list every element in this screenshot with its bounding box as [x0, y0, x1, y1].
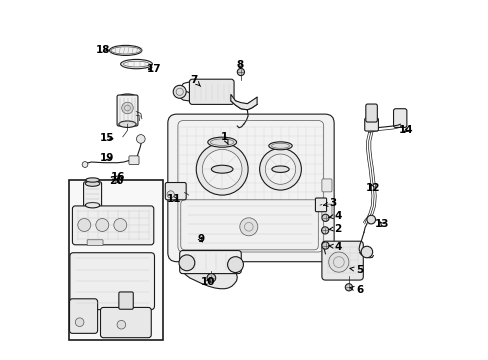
Text: 16: 16: [110, 172, 125, 182]
FancyBboxPatch shape: [364, 118, 378, 131]
Ellipse shape: [268, 142, 292, 150]
Polygon shape: [180, 255, 237, 289]
FancyBboxPatch shape: [129, 156, 139, 165]
Text: 20: 20: [109, 176, 123, 186]
Bar: [70, 181, 162, 339]
Circle shape: [239, 218, 257, 236]
FancyBboxPatch shape: [117, 95, 138, 126]
FancyBboxPatch shape: [181, 200, 318, 250]
Circle shape: [321, 214, 328, 221]
Circle shape: [196, 143, 247, 195]
Circle shape: [259, 148, 301, 190]
Text: 4: 4: [328, 211, 341, 221]
Text: 12: 12: [365, 183, 379, 193]
Circle shape: [173, 85, 186, 98]
FancyBboxPatch shape: [365, 104, 377, 122]
FancyBboxPatch shape: [70, 253, 154, 310]
Ellipse shape: [119, 121, 136, 127]
Circle shape: [265, 154, 295, 184]
Ellipse shape: [211, 165, 232, 173]
Circle shape: [328, 252, 348, 272]
FancyBboxPatch shape: [87, 240, 103, 246]
Ellipse shape: [271, 166, 288, 172]
FancyBboxPatch shape: [167, 114, 333, 262]
Ellipse shape: [85, 178, 99, 182]
Text: 11: 11: [167, 194, 181, 204]
Text: 10: 10: [201, 276, 215, 287]
Circle shape: [82, 162, 88, 167]
Circle shape: [167, 191, 174, 198]
Text: 14: 14: [398, 125, 413, 135]
Text: 6: 6: [349, 285, 363, 295]
FancyBboxPatch shape: [321, 241, 363, 280]
FancyBboxPatch shape: [315, 198, 326, 212]
FancyBboxPatch shape: [393, 109, 406, 127]
FancyBboxPatch shape: [165, 183, 186, 200]
Ellipse shape: [119, 94, 136, 100]
Polygon shape: [178, 89, 230, 104]
Text: 9: 9: [197, 234, 203, 244]
Text: 8: 8: [236, 60, 243, 70]
Circle shape: [227, 257, 243, 273]
Circle shape: [366, 215, 375, 224]
Text: 18: 18: [96, 45, 110, 55]
Text: 13: 13: [374, 219, 388, 229]
Text: 19: 19: [100, 153, 114, 163]
Circle shape: [321, 227, 328, 234]
FancyBboxPatch shape: [321, 179, 331, 192]
Circle shape: [96, 219, 108, 231]
Text: 4: 4: [328, 242, 341, 252]
Text: 1: 1: [221, 132, 228, 145]
FancyBboxPatch shape: [189, 79, 234, 104]
Circle shape: [237, 68, 244, 76]
FancyBboxPatch shape: [119, 292, 133, 309]
Circle shape: [202, 149, 242, 189]
Ellipse shape: [207, 137, 236, 147]
Circle shape: [345, 284, 352, 291]
FancyBboxPatch shape: [321, 204, 331, 217]
Ellipse shape: [121, 59, 152, 69]
Ellipse shape: [85, 202, 100, 208]
Circle shape: [321, 242, 328, 249]
Circle shape: [122, 102, 133, 114]
Circle shape: [75, 318, 84, 327]
Circle shape: [78, 219, 91, 231]
Polygon shape: [230, 94, 257, 110]
Text: 2: 2: [328, 224, 341, 234]
Text: 15: 15: [100, 132, 114, 143]
Circle shape: [361, 246, 372, 258]
Text: 5: 5: [349, 265, 363, 275]
FancyBboxPatch shape: [83, 182, 102, 207]
FancyBboxPatch shape: [101, 307, 151, 338]
Circle shape: [206, 274, 215, 282]
FancyBboxPatch shape: [179, 251, 241, 274]
Bar: [69, 180, 163, 340]
Text: 3: 3: [323, 198, 336, 208]
Text: 7: 7: [190, 75, 200, 86]
Circle shape: [114, 219, 126, 231]
FancyBboxPatch shape: [69, 299, 98, 333]
Circle shape: [136, 135, 145, 143]
Text: 17: 17: [146, 64, 161, 74]
Ellipse shape: [109, 45, 142, 55]
Circle shape: [117, 320, 125, 329]
Ellipse shape: [85, 181, 100, 186]
FancyBboxPatch shape: [72, 206, 153, 245]
Circle shape: [179, 255, 194, 271]
